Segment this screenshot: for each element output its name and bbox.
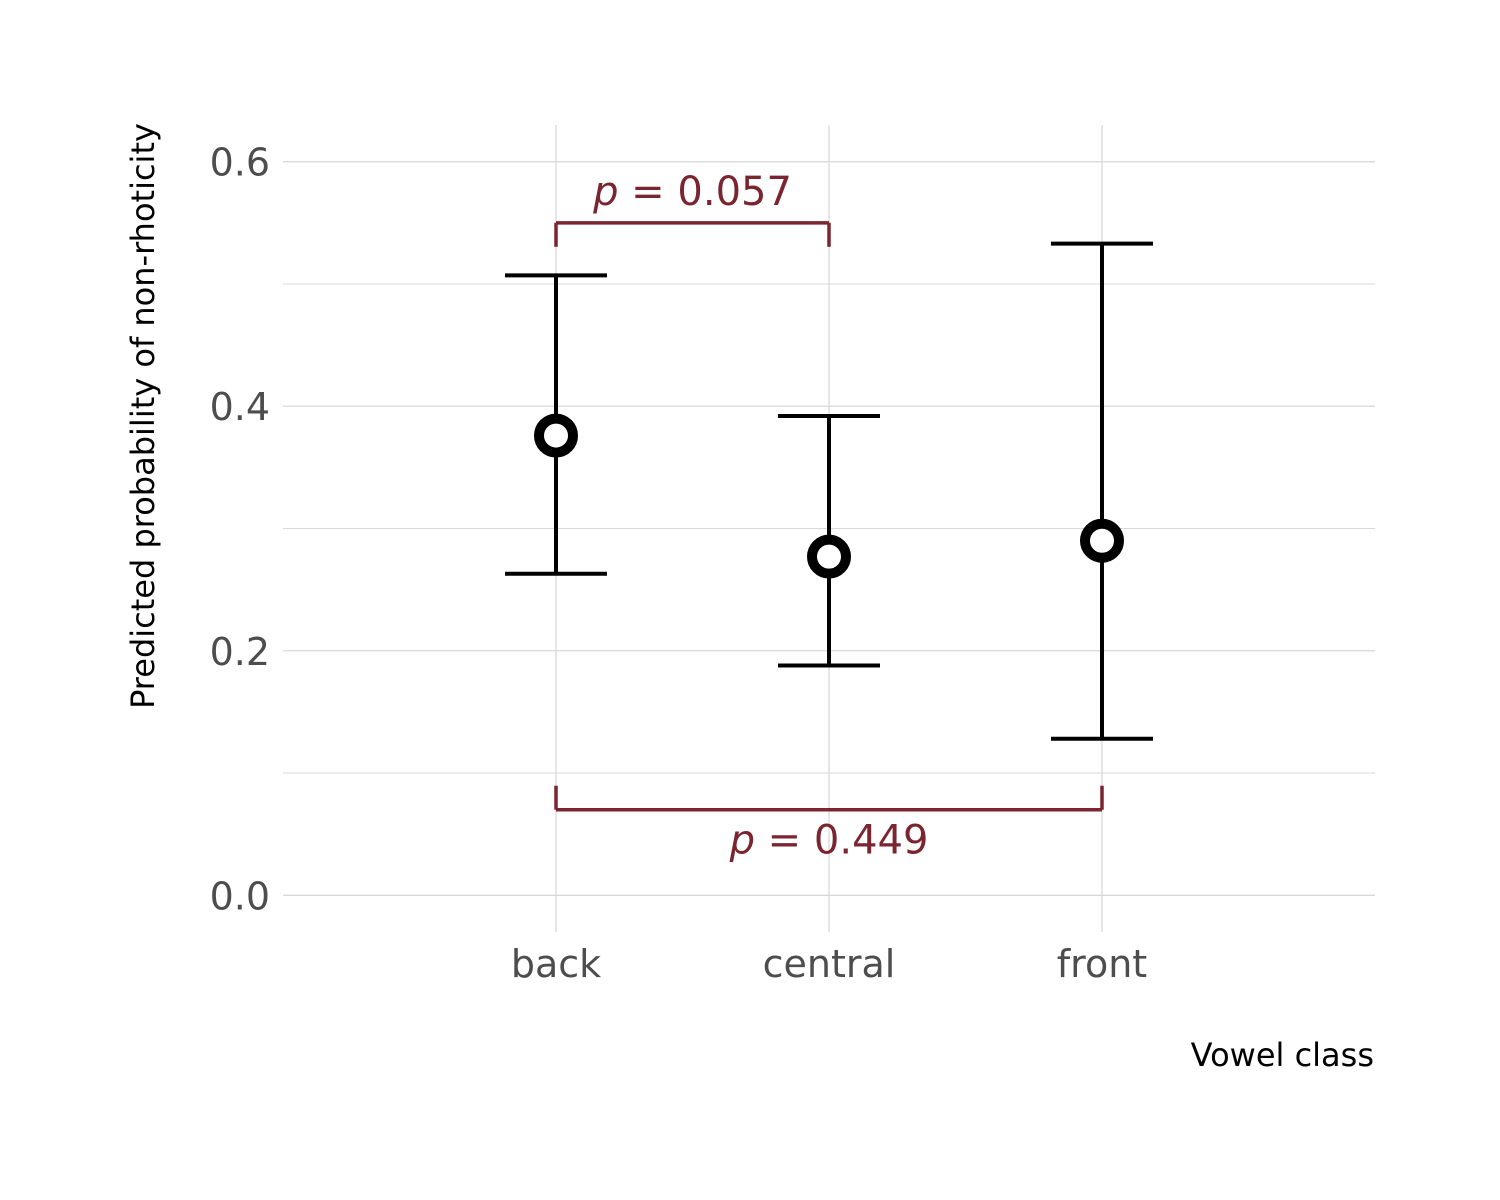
p-value-label: p = 0.449 [729,818,929,864]
axes: 0.0 0.2 0.4 0.6 back central front [210,141,1148,986]
p-equals: = [755,818,814,864]
estimate-back [505,273,607,576]
significance-bracket: p = 0.057 [554,169,831,247]
data-point [807,534,851,579]
data-points [505,241,1153,741]
p-value-label: p = 0.057 [592,169,792,215]
x-axis-title: Vowel class [1191,1036,1374,1074]
y-tick-label: 0.4 [210,385,270,429]
x-tick-label: central [763,942,896,986]
data-point [534,413,578,458]
p-symbol: p [729,818,755,864]
p-symbol: p [592,169,618,215]
y-axis-title: Predicted probability of non-rhoticity [124,123,162,709]
data-point [1080,518,1124,563]
p-equals: = [618,169,677,215]
p-value: 0.057 [677,169,792,215]
y-tick-label: 0.0 [210,874,270,918]
x-tick-label: front [1057,942,1147,986]
y-tick-label: 0.2 [210,630,270,674]
x-tick-label: back [511,942,601,986]
estimate-front [1051,241,1153,741]
estimate-central [778,414,880,668]
y-tick-label: 0.6 [210,141,270,185]
p-value: 0.449 [814,818,929,864]
significance-bracket: p = 0.449 [554,785,1104,864]
